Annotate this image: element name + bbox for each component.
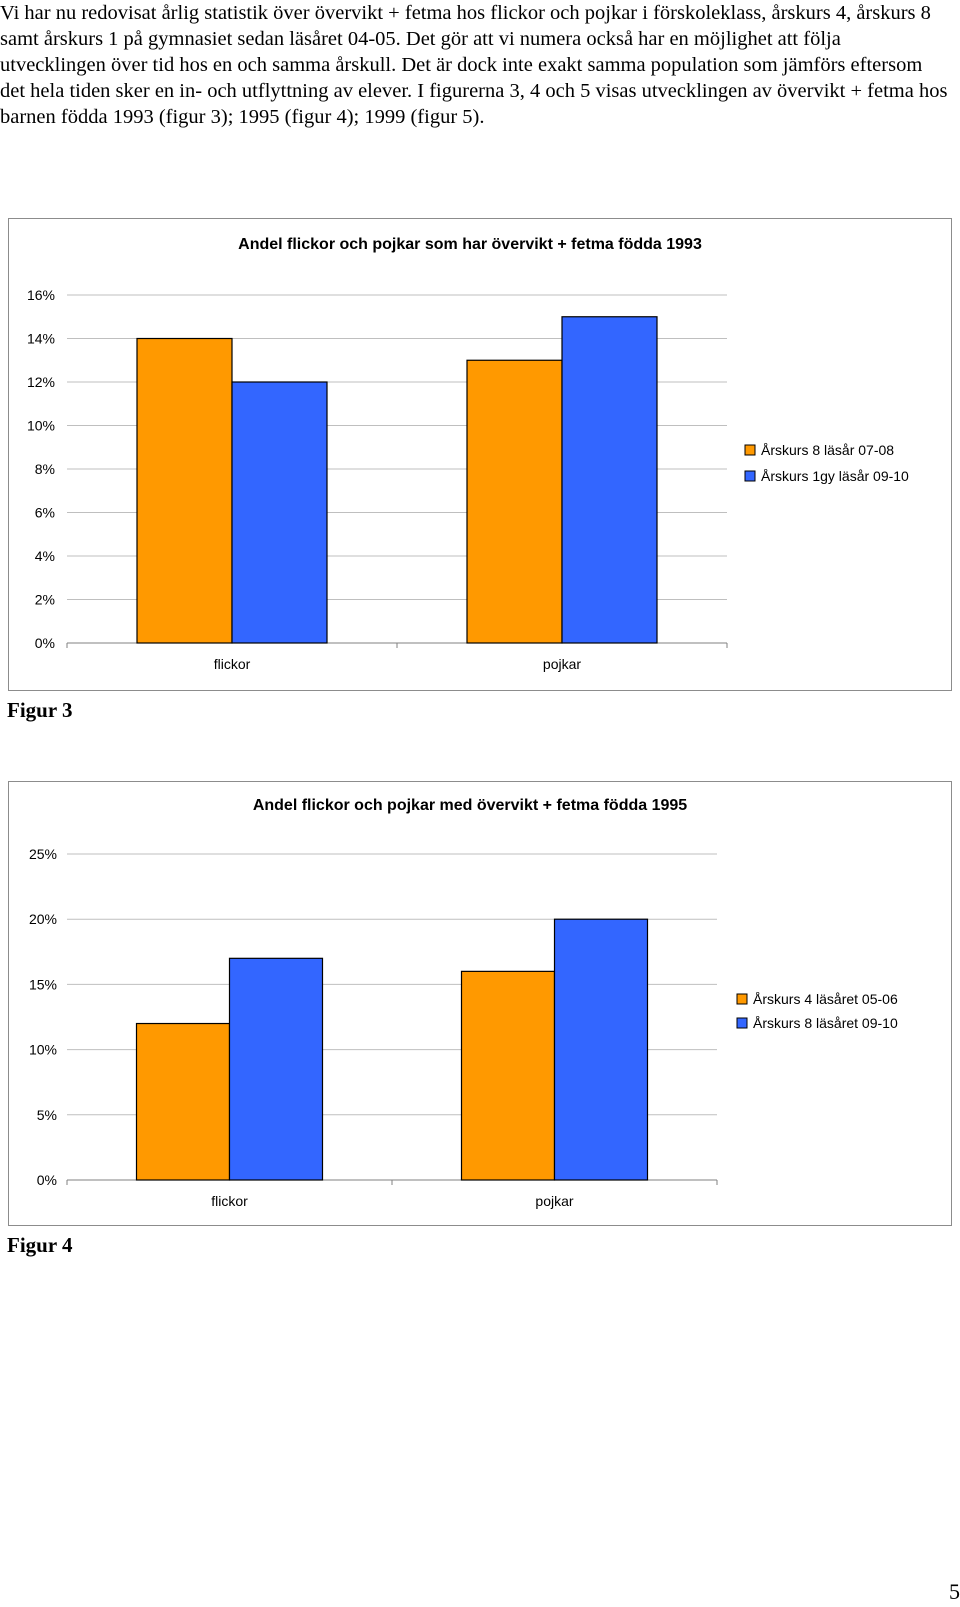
bar-pojkar-series-1 [460,970,556,1181]
bar-pojkar-series-1 [466,359,563,644]
y-tick-label: 25% [29,846,57,862]
category-label: flickor [211,1193,248,1209]
y-tick-label: 20% [29,911,57,927]
bar-flickor-series-2 [228,957,324,1181]
y-tick-label: 10% [27,418,55,434]
chart-figure-4: Andel flickor och pojkar med övervikt + … [8,781,952,1226]
chart-title: Andel flickor och pojkar som har övervik… [238,236,702,253]
legend-swatch-series-2 [736,1017,748,1029]
bar-flickor-series-1 [135,1022,231,1181]
y-tick-label: 0% [37,1172,57,1188]
bar-flickor-series-2 [231,381,328,644]
legend-label-series-2: Årskurs 8 läsåret 09-10 [753,1015,898,1031]
legend-swatch-series-2 [744,470,756,482]
figure-3-label: Figur 3 [7,698,73,722]
legend-label-series-2: Årskurs 1gy läsår 09-10 [761,468,909,484]
category-label: pojkar [535,1193,573,1209]
intro-paragraph: Vi har nu redovisat årlig statistik över… [0,2,948,128]
y-tick-label: 6% [35,505,55,521]
category-label: flickor [214,656,251,672]
bar-flickor-series-1 [136,337,233,644]
y-tick-label: 15% [29,976,57,992]
page-number: 5 [949,1579,960,1604]
y-tick-label: 0% [35,635,55,651]
legend-label-series-1: Årskurs 4 läsåret 05-06 [753,991,898,1007]
category-label: pojkar [543,656,581,672]
legend-label-series-1: Årskurs 8 läsår 07-08 [761,442,894,458]
y-tick-label: 2% [35,592,55,608]
y-tick-label: 4% [35,548,55,564]
chart-figure-4-svg: Andel flickor och pojkar med övervikt + … [29,797,898,1209]
y-tick-label: 12% [27,374,55,390]
bar-pojkar-series-2 [561,316,658,644]
chart-figure-3: Andel flickor och pojkar som har övervik… [8,218,952,691]
legend-swatch-series-1 [744,444,756,456]
y-tick-label: 16% [27,287,55,303]
figure-4-label: Figur 4 [7,1233,73,1257]
y-tick-label: 8% [35,461,55,477]
y-tick-label: 5% [37,1107,57,1123]
y-tick-label: 10% [29,1042,57,1058]
legend-swatch-series-1 [736,993,748,1005]
bar-pojkar-series-2 [553,918,649,1181]
chart-figure-3-svg: Andel flickor och pojkar som har övervik… [27,236,909,672]
chart-title: Andel flickor och pojkar med övervikt + … [253,797,687,814]
y-tick-label: 14% [27,331,55,347]
